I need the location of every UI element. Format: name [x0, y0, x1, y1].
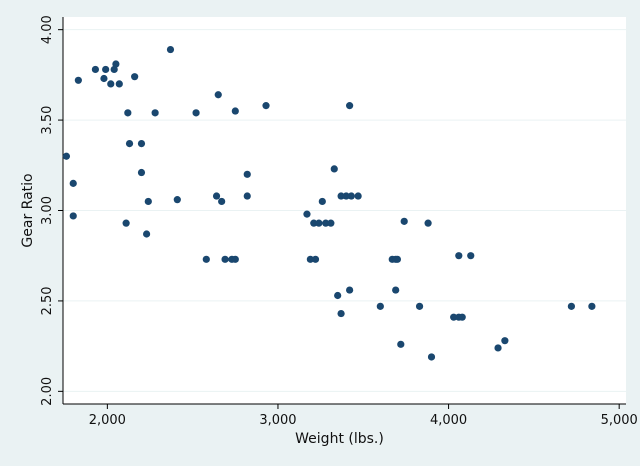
data-point	[192, 109, 200, 117]
data-point	[494, 344, 502, 352]
data-point	[69, 179, 77, 187]
data-point	[214, 91, 222, 99]
data-point	[62, 152, 71, 160]
data-point	[354, 192, 362, 200]
data-point	[567, 302, 576, 310]
data-point	[342, 192, 350, 200]
grid-lines	[63, 29, 626, 392]
x-axis-title: Weight (lbs.)	[295, 431, 384, 447]
y-tick-label: 3.50	[40, 106, 55, 135]
data-point	[102, 65, 110, 74]
data-points	[62, 45, 596, 361]
data-point	[415, 302, 424, 310]
data-point	[400, 217, 408, 225]
data-point	[318, 197, 326, 206]
data-point	[131, 73, 139, 81]
data-point	[306, 255, 314, 263]
y-tick-label: 4.00	[40, 15, 55, 44]
data-point	[212, 192, 221, 200]
data-point	[467, 252, 475, 260]
data-point	[337, 192, 345, 200]
data-point	[334, 291, 342, 300]
data-point	[137, 168, 146, 177]
x-tick-label: 5,000	[601, 413, 638, 428]
y-tick-label: 3.00	[40, 196, 55, 225]
data-point	[588, 302, 596, 310]
data-point	[107, 80, 115, 88]
data-point	[311, 255, 320, 263]
y-tick-label: 2.50	[40, 286, 55, 315]
data-point	[231, 255, 239, 263]
data-point	[144, 197, 152, 206]
data-point	[202, 255, 210, 263]
data-point	[450, 313, 458, 321]
data-point	[173, 196, 181, 204]
data-point	[458, 313, 466, 321]
data-point	[137, 139, 146, 148]
data-point	[322, 219, 330, 227]
axes	[58, 17, 626, 409]
data-point	[346, 102, 354, 110]
data-point	[501, 337, 509, 345]
y-tick-label: 2.00	[40, 377, 55, 406]
data-point	[262, 102, 270, 110]
x-tick-label: 4,000	[430, 413, 467, 428]
data-point	[124, 109, 132, 117]
data-point	[327, 219, 335, 227]
data-point	[424, 219, 432, 227]
y-axis-title: Gear Ratio	[20, 173, 36, 247]
data-point	[221, 255, 229, 263]
data-point	[243, 170, 251, 178]
data-point	[74, 76, 82, 84]
data-point	[392, 286, 400, 294]
data-point	[142, 230, 151, 238]
data-point	[122, 219, 130, 227]
data-point	[166, 45, 175, 54]
tick-labels: 2,000 3,000 4,000 5,000 2.00 2.50 3.00 3.50 4.00	[40, 15, 638, 428]
data-point	[110, 65, 118, 74]
data-point	[125, 139, 134, 148]
data-point	[243, 192, 251, 200]
data-point	[455, 252, 463, 260]
data-point	[427, 353, 436, 361]
data-point	[231, 107, 239, 115]
data-point	[330, 165, 338, 173]
data-point	[310, 219, 318, 227]
data-point	[303, 210, 311, 218]
x-tick-label: 3,000	[259, 413, 296, 428]
data-point	[69, 212, 77, 220]
x-tick-label: 2,000	[89, 413, 126, 428]
data-point	[315, 219, 323, 227]
data-point	[347, 192, 355, 200]
data-point	[337, 309, 345, 318]
data-point	[112, 60, 120, 68]
data-point	[115, 80, 123, 88]
data-point	[91, 65, 100, 74]
data-point	[393, 255, 401, 263]
data-point	[397, 340, 405, 348]
data-point	[100, 74, 108, 83]
data-point	[376, 302, 384, 310]
data-point	[151, 109, 159, 117]
data-point	[218, 197, 226, 206]
data-point	[346, 286, 354, 294]
